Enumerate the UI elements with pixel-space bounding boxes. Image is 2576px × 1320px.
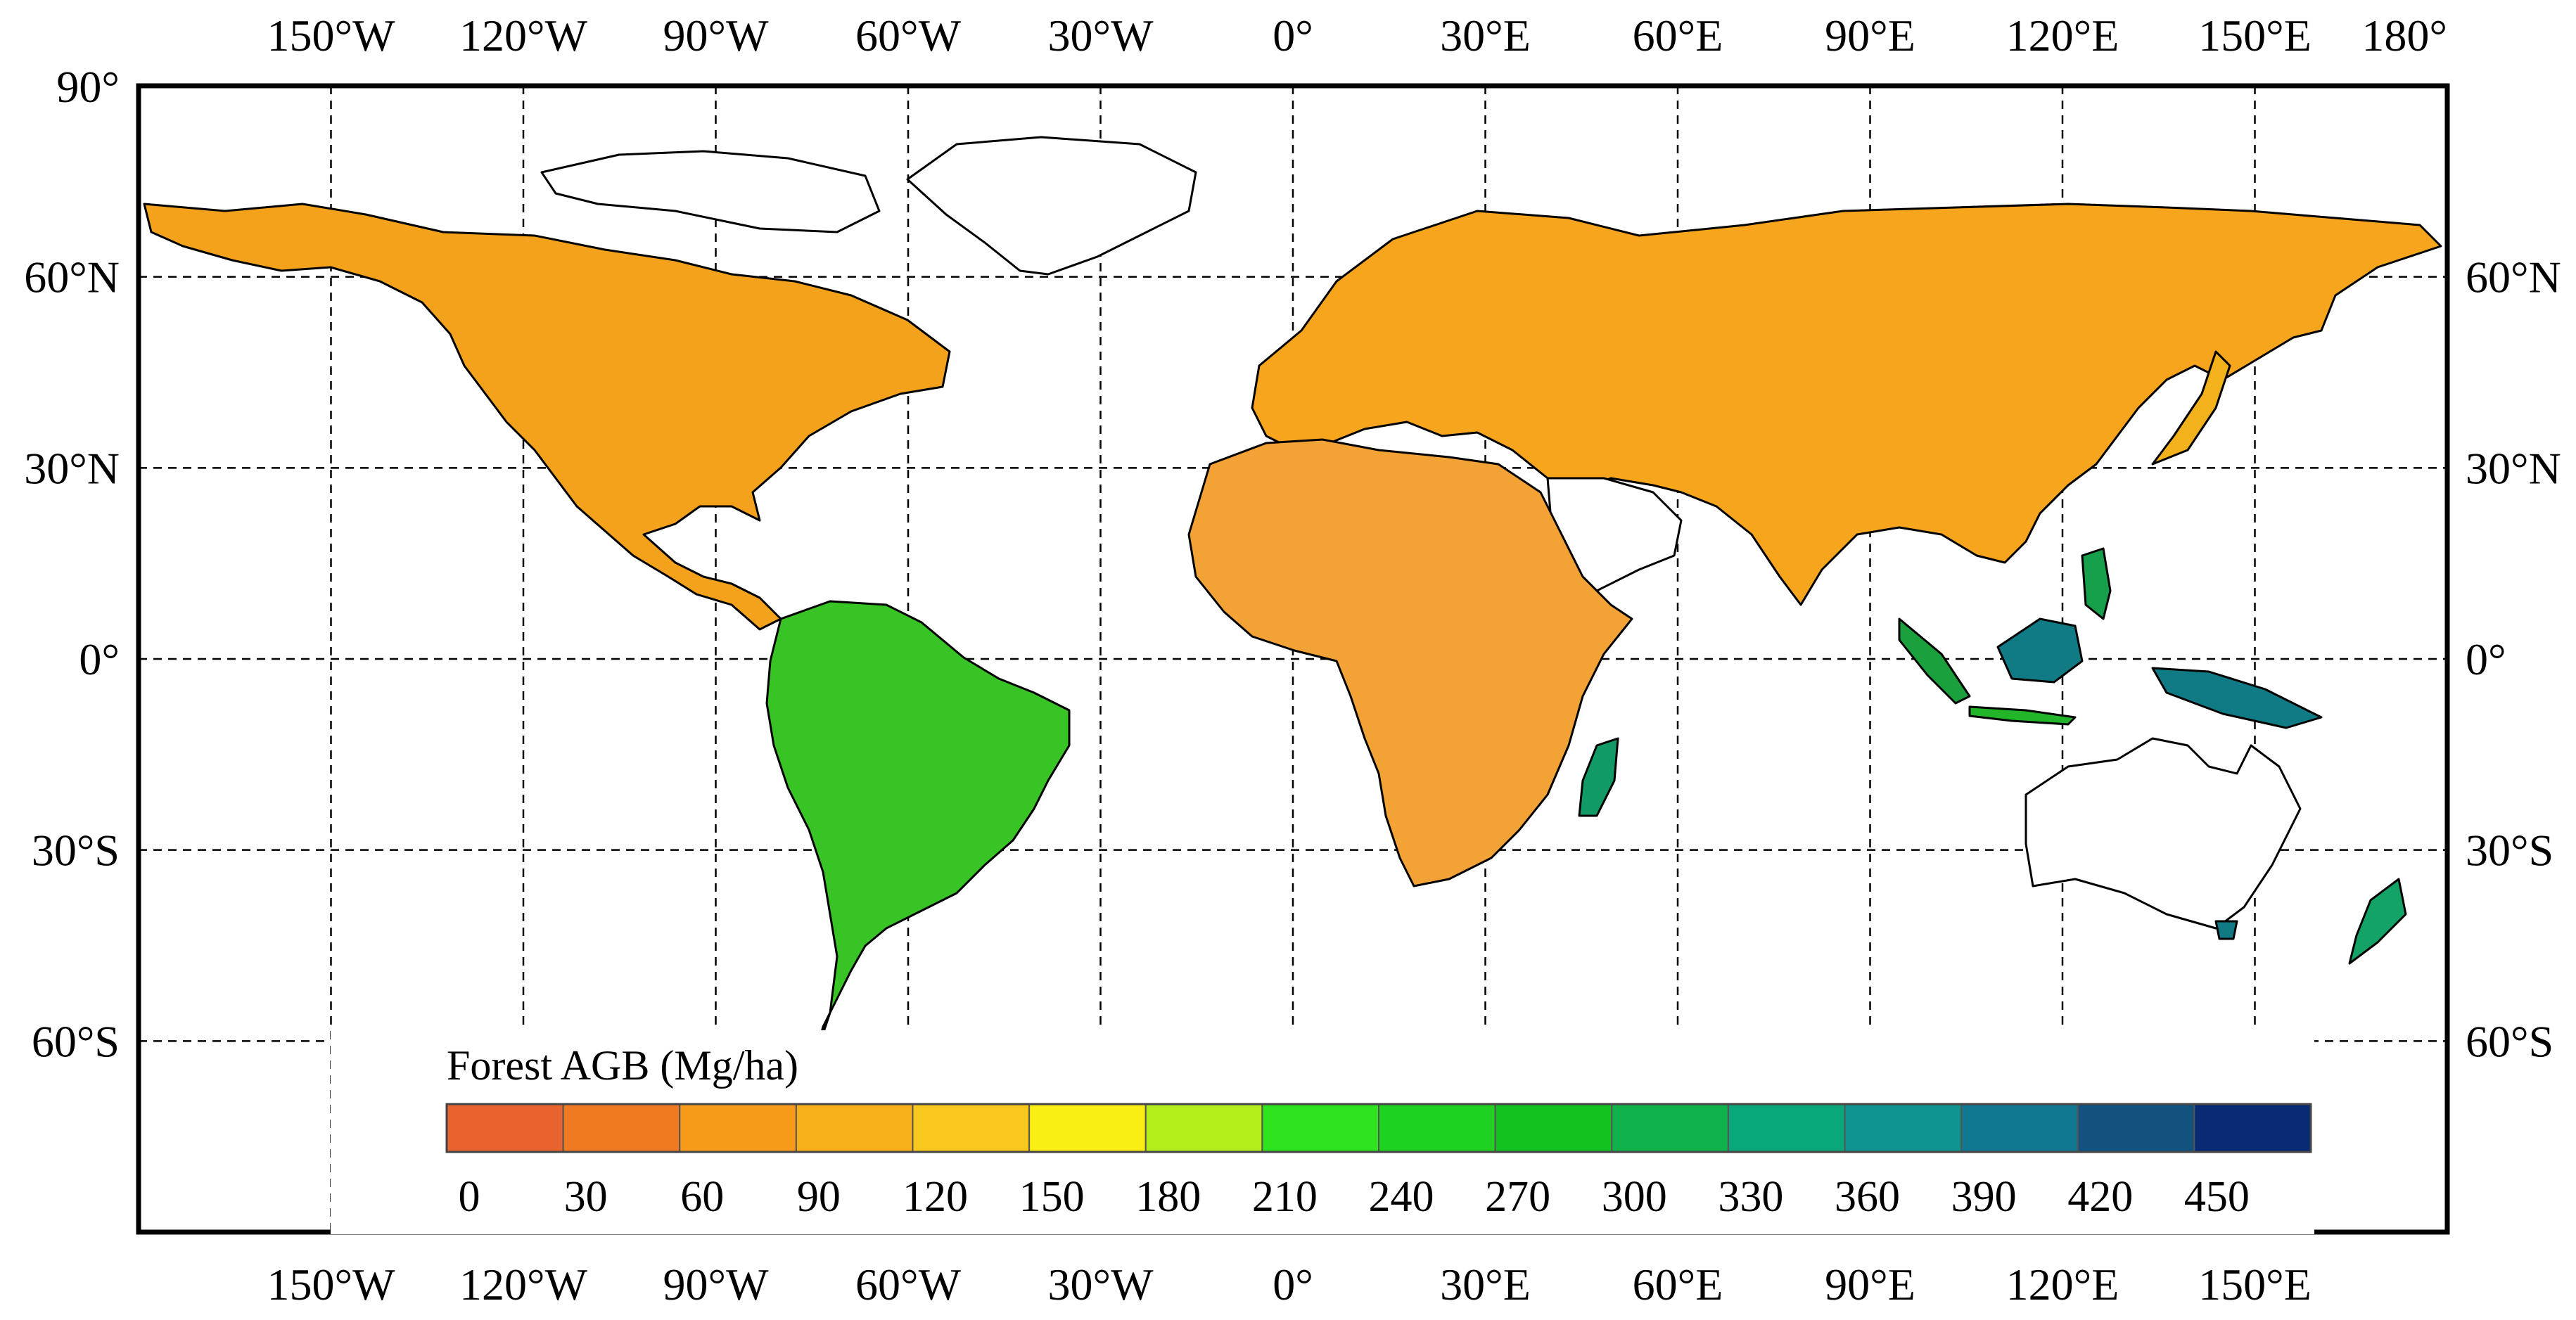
legend-swatch <box>1611 1103 1729 1153</box>
legend-tick-label: 120 <box>903 1173 968 1221</box>
legend-tick-label: 420 <box>2067 1173 2133 1221</box>
lat-tick-label: 60°N <box>2466 252 2561 302</box>
legend-tick-label: 60 <box>680 1173 724 1221</box>
lat-tick-label: 90° <box>56 62 120 112</box>
legend-swatch <box>1261 1103 1379 1153</box>
legend-tick-label: 360 <box>1835 1173 1900 1221</box>
lon-tick-label: 30°E <box>1440 1260 1531 1309</box>
legend-colorbar <box>445 1103 2312 1153</box>
lat-tick-label: 30°N <box>2466 443 2561 493</box>
legend-colorbar-border <box>445 1103 2312 1153</box>
landmass-africa <box>1187 438 1633 888</box>
lon-tick-label: 150°W <box>267 1260 396 1309</box>
landmass-madagascar <box>1578 737 1619 817</box>
lon-tick-label: 90°E <box>1825 1260 1915 1309</box>
legend-swatch <box>1494 1103 1613 1153</box>
legend-tick-label: 240 <box>1369 1173 1434 1221</box>
lon-tick-label: 30°W <box>1048 1260 1154 1309</box>
lon-tick-label: 0° <box>1273 11 1313 60</box>
legend-swatch <box>1378 1103 1496 1153</box>
lon-tick-label: 150°E <box>2198 1260 2312 1309</box>
legend-tick-labels: 0 30 60 90 120 150 180 210 240 270 300 330 360 390 420… <box>459 1173 2250 1221</box>
lon-tick-label: 120°E <box>2006 11 2119 60</box>
lon-tick-label: 120°W <box>459 11 588 60</box>
landmass-new-guinea <box>2151 667 2323 729</box>
landmass-japan <box>2151 350 2231 466</box>
landmass-tasmania <box>2214 920 2238 940</box>
lon-tick-label: 90°W <box>663 1260 770 1309</box>
legend-tick-label: 30 <box>564 1173 608 1221</box>
lat-tick-label: 60°S <box>2466 1016 2553 1066</box>
legend-swatch <box>1028 1103 1147 1153</box>
lat-ticks-left: 90° 60°N 30°N 0° 30°S 60°S <box>24 62 120 1066</box>
lon-tick-label: 150°E <box>2198 11 2312 60</box>
lon-tick-label: 120°E <box>2006 1260 2119 1309</box>
lat-tick-label: 30°N <box>24 443 120 493</box>
landmass-arctic-islands <box>540 150 881 233</box>
legend-swatch <box>1144 1103 1263 1153</box>
legend-tick-label: 180 <box>1135 1173 1201 1221</box>
lat-tick-label: 0° <box>79 634 120 684</box>
legend-swatch <box>679 1103 797 1153</box>
lat-tick-label: 60°N <box>24 252 120 302</box>
landmass-new-zealand <box>2348 878 2407 965</box>
lat-ticks-right: 60°N 30°N 0° 30°S 60°S <box>2466 252 2561 1067</box>
lat-tick-label: 30°S <box>32 826 120 876</box>
lon-tick-label: 90°E <box>1825 11 1915 60</box>
lat-tick-label: 30°S <box>2466 826 2553 876</box>
landmass-south-america <box>765 600 1071 1056</box>
landmass-java <box>1968 705 2077 726</box>
legend-swatch <box>446 1103 564 1153</box>
legend-tick-label: 90 <box>797 1173 841 1221</box>
landmass-australia <box>2025 737 2302 930</box>
legend: Forest AGB (Mg/ha) 0 30 60 90 120 150 180 210 24… <box>331 1030 2314 1234</box>
lon-ticks-top: 150°W 120°W 90°W 60°W 30°W 0° 30°E 60°E 90°E 120°… <box>267 11 2448 60</box>
lon-tick-label: 30°W <box>1048 11 1154 60</box>
lon-tick-label: 180° <box>2361 11 2447 60</box>
legend-swatch <box>1727 1103 1846 1153</box>
landmass-eurasia <box>1251 203 2442 606</box>
lat-tick-label: 60°S <box>32 1016 120 1066</box>
lon-tick-label: 120°W <box>459 1260 588 1309</box>
landmass-philippines <box>2081 547 2112 620</box>
legend-swatch <box>912 1103 1031 1153</box>
legend-title: Forest AGB (Mg/ha) <box>447 1042 798 1089</box>
legend-tick-label: 300 <box>1602 1173 1667 1221</box>
legend-swatch <box>1844 1103 1963 1153</box>
legend-tick-label: 210 <box>1252 1173 1318 1221</box>
landmass-greenland <box>906 136 1197 276</box>
legend-tick-label: 270 <box>1485 1173 1550 1221</box>
lon-tick-label: 30°E <box>1440 11 1531 60</box>
lat-tick-label: 0° <box>2466 634 2506 684</box>
legend-swatch <box>2077 1103 2195 1153</box>
lon-tick-label: 60°W <box>855 11 962 60</box>
landmass-borneo <box>1996 617 2084 684</box>
lon-ticks-bottom: 150°W 120°W 90°W 60°W 30°W 0° 30°E 60°E 90°E 120°… <box>267 1260 2312 1309</box>
lon-tick-label: 150°W <box>267 11 396 60</box>
legend-swatch <box>2193 1103 2312 1153</box>
lon-tick-label: 60°E <box>1633 11 1723 60</box>
legend-tick-label: 150 <box>1019 1173 1085 1221</box>
legend-swatch <box>1960 1103 2079 1153</box>
lon-tick-label: 0° <box>1273 1260 1313 1309</box>
lon-tick-label: 60°E <box>1633 1260 1723 1309</box>
legend-swatch <box>562 1103 681 1153</box>
legend-swatch <box>795 1103 914 1153</box>
lon-tick-label: 90°W <box>663 11 770 60</box>
landmass-sumatra <box>1898 617 1971 705</box>
legend-tick-label: 330 <box>1718 1173 1783 1221</box>
legend-tick-label: 450 <box>2184 1173 2250 1221</box>
lon-tick-label: 60°W <box>855 1260 962 1309</box>
legend-tick-label: 0 <box>459 1173 480 1221</box>
land-masses <box>143 136 2442 1056</box>
legend-tick-label: 390 <box>1951 1173 2017 1221</box>
landmass-north-america <box>143 203 951 631</box>
